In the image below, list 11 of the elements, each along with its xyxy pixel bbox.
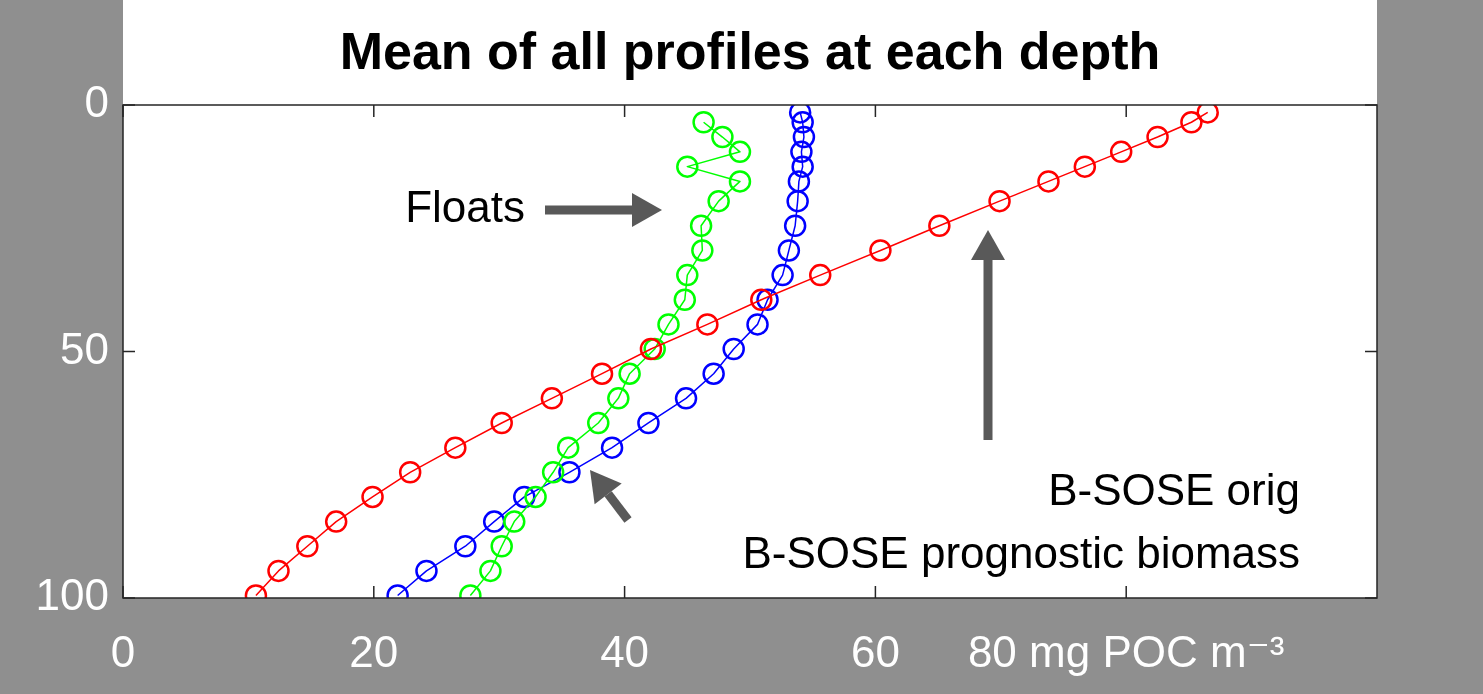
x-tick-label: 20 [349, 626, 399, 676]
annotation: B-SOSE prognostic biomass [742, 528, 1300, 578]
x-tick-label: 40 [600, 626, 650, 676]
y-tick-label: 50 [60, 323, 109, 373]
annotation: Floats [405, 182, 525, 232]
y-tick-label: 100 [35, 570, 109, 620]
annotation: B-SOSE orig [1048, 465, 1300, 515]
x-tick-label: 60 [850, 626, 900, 676]
chart-title: Mean of all profiles at each depth [339, 21, 1161, 80]
x-tick-label: 80 mg POC m⁻³ [967, 626, 1285, 676]
y-tick-label: 0 [84, 77, 109, 127]
